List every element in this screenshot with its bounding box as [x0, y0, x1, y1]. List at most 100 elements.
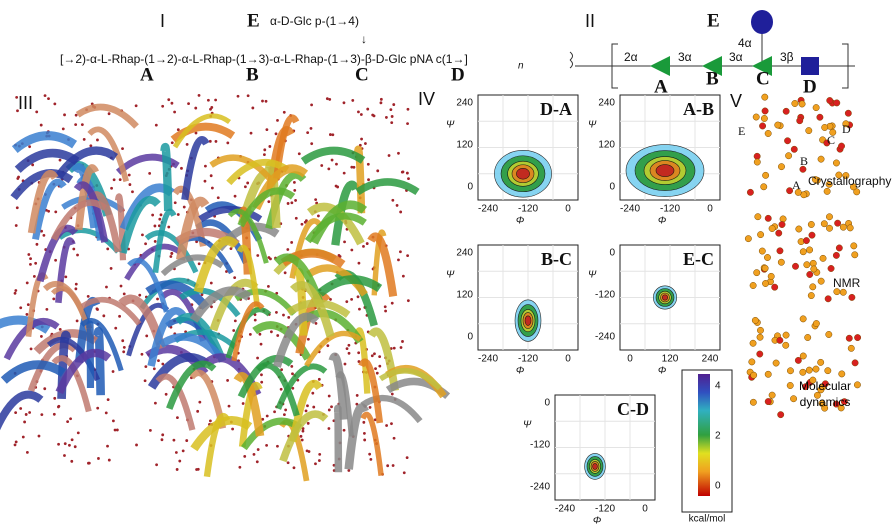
atom — [817, 386, 825, 394]
water — [47, 209, 51, 213]
linkage: 2α — [624, 50, 638, 64]
protein-structure — [0, 94, 451, 482]
water — [25, 281, 29, 285]
y-axis-label: Ψ — [588, 120, 597, 131]
water — [26, 303, 30, 306]
atom — [764, 370, 772, 378]
water — [376, 169, 380, 173]
x-tick-label: 120 — [662, 354, 679, 365]
water — [214, 140, 218, 143]
atom — [809, 376, 817, 384]
colorbar-tick-label: 2 — [715, 431, 721, 442]
y-tick-label: -240 — [595, 332, 615, 343]
water — [389, 108, 393, 112]
atom — [819, 254, 827, 262]
atom — [827, 265, 835, 272]
plot-title: A-B — [683, 99, 714, 119]
atom — [810, 265, 818, 273]
rha-symbol — [752, 56, 772, 76]
plot-title: E-C — [683, 249, 714, 269]
linkage: 4α — [738, 36, 752, 50]
water — [64, 275, 68, 279]
atom — [778, 221, 786, 228]
water — [74, 287, 78, 291]
atom — [804, 334, 812, 341]
water — [386, 464, 390, 468]
atom — [792, 262, 799, 270]
residue-label: A — [140, 64, 154, 85]
water — [135, 443, 138, 447]
water — [357, 110, 360, 114]
strand — [55, 348, 112, 395]
water — [317, 459, 321, 462]
water — [365, 242, 369, 245]
water — [401, 274, 405, 278]
water — [29, 347, 33, 351]
atom — [779, 215, 787, 223]
atom — [791, 100, 799, 107]
strand — [328, 352, 349, 420]
water — [167, 225, 171, 229]
strand — [317, 275, 383, 297]
residue-label: D — [803, 76, 817, 97]
water — [362, 420, 366, 424]
water — [152, 367, 156, 371]
y-tick-label: 240 — [456, 98, 473, 109]
atom — [768, 225, 776, 232]
atom — [756, 333, 764, 341]
strand — [176, 196, 210, 261]
water — [158, 217, 162, 221]
water — [113, 428, 117, 432]
water — [43, 94, 47, 98]
water — [259, 342, 263, 346]
atom — [776, 336, 784, 344]
strand — [27, 169, 59, 234]
atom — [817, 155, 825, 163]
water — [294, 199, 297, 202]
atom — [749, 339, 757, 347]
atom — [753, 269, 761, 277]
atom — [823, 187, 831, 195]
water — [243, 454, 247, 458]
energy-contour — [655, 164, 675, 177]
atom — [786, 187, 794, 195]
water — [57, 405, 60, 409]
water — [121, 339, 125, 343]
strand — [310, 200, 368, 245]
water — [310, 142, 314, 146]
water — [251, 106, 255, 110]
water — [42, 233, 46, 237]
atom — [796, 117, 804, 125]
water — [390, 115, 394, 118]
water — [160, 438, 164, 442]
strand — [80, 318, 124, 372]
water — [169, 255, 173, 258]
water — [253, 318, 257, 322]
water — [267, 285, 270, 288]
water — [144, 242, 147, 246]
water — [17, 175, 20, 179]
water — [248, 332, 252, 336]
rha-symbol — [702, 56, 722, 76]
water — [74, 123, 78, 126]
atom — [809, 283, 817, 291]
water — [373, 418, 377, 422]
atom — [759, 122, 767, 130]
strand — [226, 158, 290, 186]
water — [28, 411, 32, 414]
water — [357, 351, 361, 355]
water — [301, 427, 305, 430]
water — [352, 165, 356, 169]
plot-title: D-A — [540, 99, 572, 119]
water — [306, 131, 310, 135]
water — [359, 113, 363, 116]
water — [256, 356, 259, 360]
strand — [198, 205, 263, 223]
water — [367, 178, 370, 182]
water — [327, 167, 331, 171]
water — [286, 248, 290, 251]
atom — [826, 224, 833, 232]
water — [379, 97, 383, 101]
panel-label: V — [730, 91, 742, 111]
